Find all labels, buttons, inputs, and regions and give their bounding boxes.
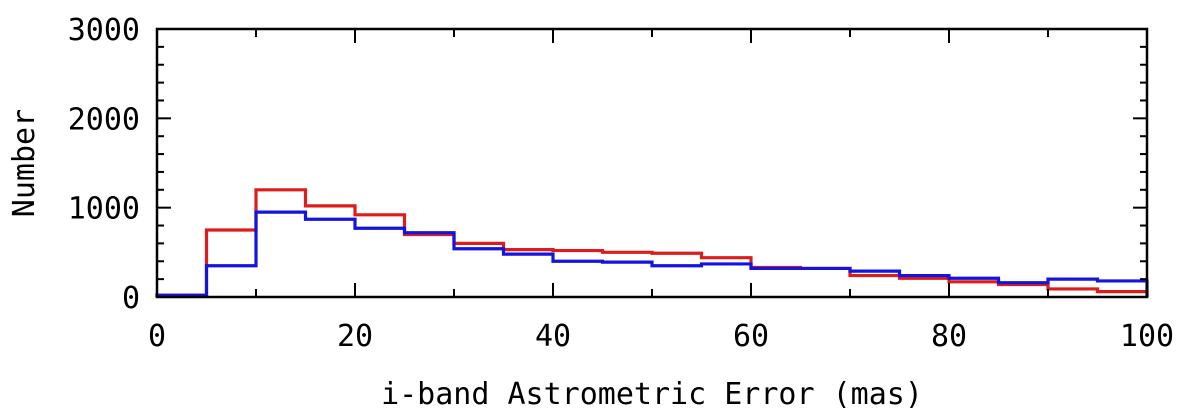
x-tick-label: 60 [733, 319, 769, 354]
ticks-layer [156, 28, 1148, 298]
y-tick-label: 0 [122, 281, 140, 316]
series-2-line [155, 210, 1149, 297]
x-tick-label: 0 [148, 319, 166, 354]
y-tick-label: 1000 [68, 192, 140, 227]
plot-frame [155, 27, 1149, 299]
x-tick-label: 80 [931, 319, 967, 354]
x-axis-title: i-band Astrometric Error (mas) [381, 377, 923, 412]
y-tick-label: 2000 [68, 102, 140, 137]
x-tick-label: 20 [337, 319, 373, 354]
y-axis-title: Number [7, 109, 42, 217]
y-tick-label: 3000 [68, 13, 140, 48]
series-layer [155, 188, 1149, 297]
x-tick-label: 40 [535, 319, 571, 354]
x-tick-label: 100 [1120, 319, 1174, 354]
